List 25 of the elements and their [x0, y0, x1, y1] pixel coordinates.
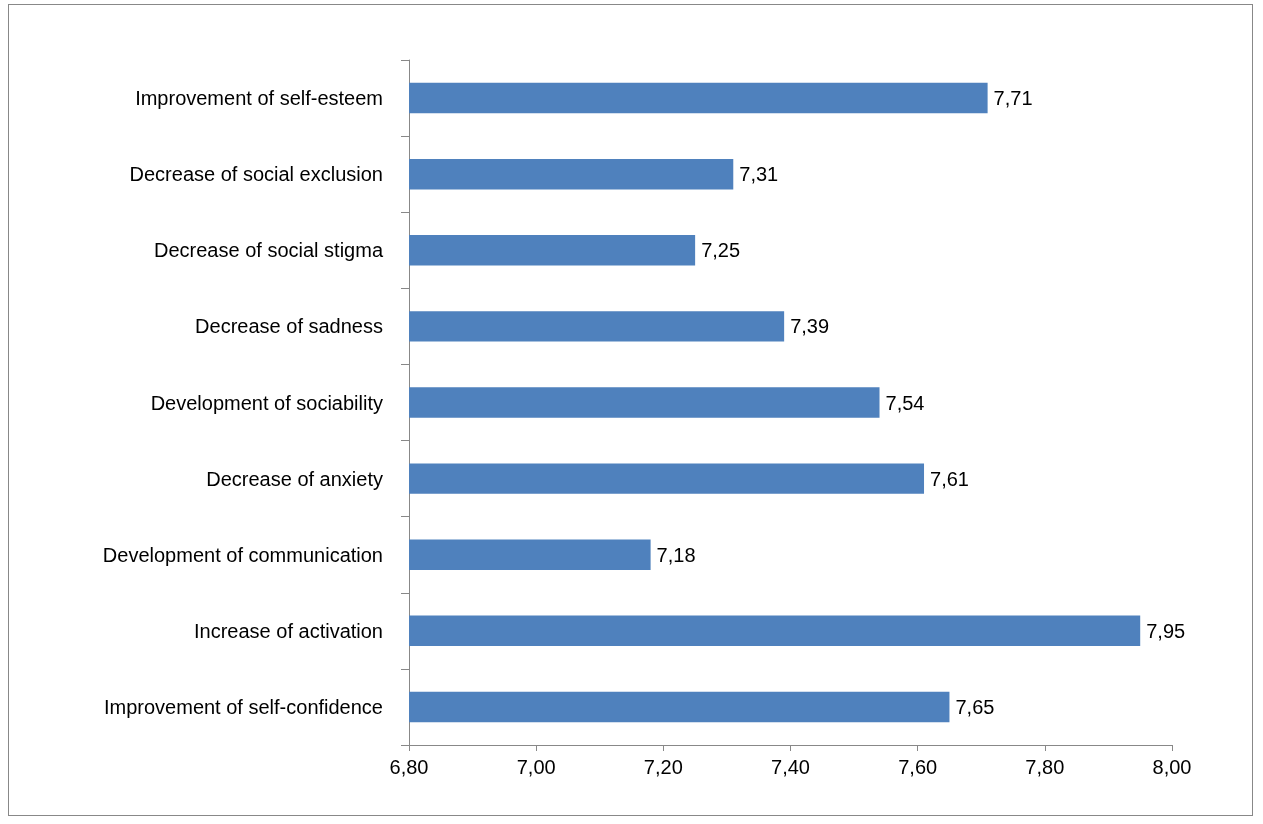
data-label: 7,31: [739, 163, 779, 186]
x-tick-label: 6,80: [389, 756, 429, 778]
data-label: 7,39: [790, 315, 830, 338]
data-label: 7,61: [930, 467, 969, 490]
data-label: 7,18: [656, 543, 696, 566]
data-label: 7,54: [885, 391, 925, 414]
y-tick-label: Development of communication: [102, 543, 383, 566]
x-tick-label: 7,80: [1025, 756, 1065, 778]
y-tick-label: Decrease of social exclusion: [129, 163, 383, 186]
y-tick-label: Decrease of sadness: [195, 315, 383, 338]
data-label: 7,25: [701, 239, 741, 262]
y-tick-label: Improvement of self-esteem: [135, 87, 383, 110]
y-tick-label: Increase of activation: [194, 619, 383, 642]
y-tick-label: Decrease of anxiety: [206, 467, 383, 490]
y-tick-label: Improvement of self-confidence: [103, 695, 383, 718]
data-label: 7,65: [955, 695, 995, 718]
data-label: 7,71: [993, 87, 1033, 110]
y-tick-label: Decrease of social stigma: [154, 239, 384, 262]
x-tick-label: 7,60: [898, 756, 938, 778]
y-tick-label: Development of sociability: [150, 391, 383, 414]
x-tick-label: 7,20: [643, 756, 683, 778]
x-tick-label: 7,40: [771, 756, 810, 778]
data-label: 7,95: [1146, 619, 1186, 642]
x-tick-label: 8,00: [1152, 756, 1192, 778]
x-tick-label: 7,00: [516, 756, 556, 778]
